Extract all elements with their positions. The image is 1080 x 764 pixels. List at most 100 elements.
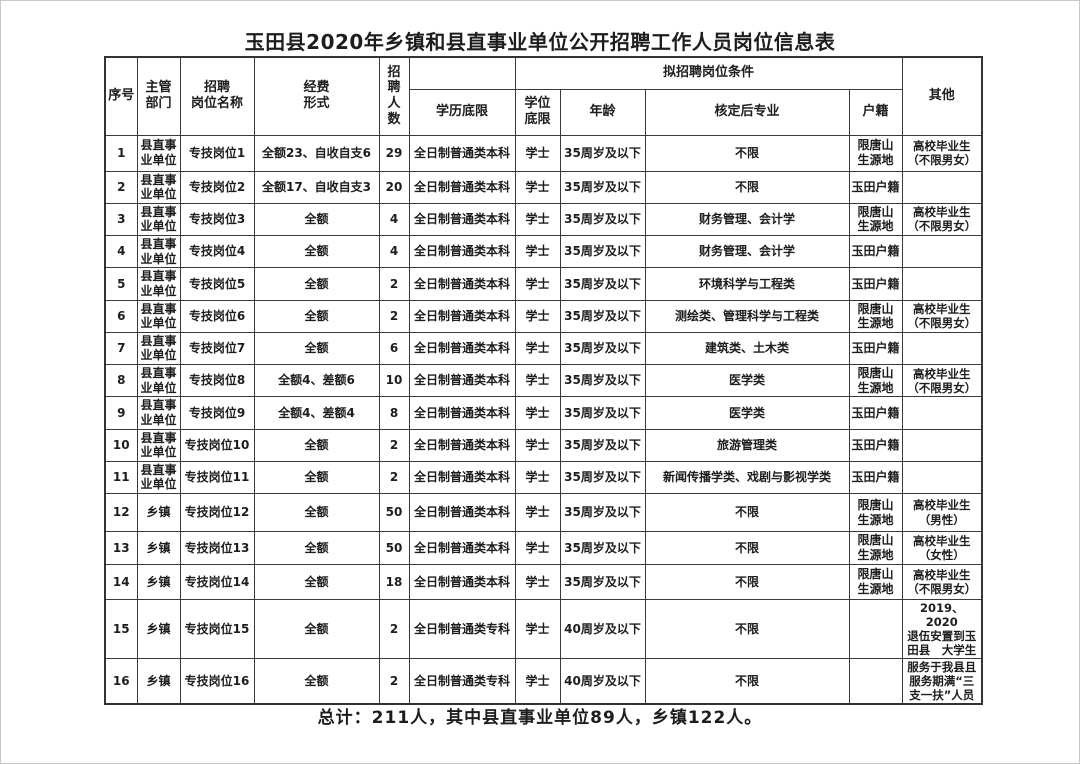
cell-department: 乡镇 [136, 598, 181, 660]
cell-age: 35周岁及以下 [559, 134, 646, 172]
cell-education: 全日制普通类专科 [408, 598, 516, 660]
cell-major: 财务管理、会计学 [644, 202, 850, 237]
table-row: 3 县直事业单位 专技岗位3 全额 4 全日制普通类本科 学士 35周岁及以下 财务管理、会计学… [104, 202, 983, 237]
cell-age: 35周岁及以下 [559, 202, 646, 237]
cell-post-name: 专技岗位10 [179, 428, 255, 462]
cell-major: 不限 [644, 531, 850, 565]
cell-department: 县直事业单位 [136, 299, 181, 333]
cell-row-number: 5 [104, 267, 138, 301]
cell-degree: 学士 [514, 564, 561, 600]
cell-education: 全日制普通类本科 [408, 531, 516, 565]
cell-other: 2019、2020 退伍安置到玉 田县 大学生 [901, 598, 983, 660]
cell-row-number: 10 [104, 428, 138, 462]
cell-household: 玉田户籍 [848, 460, 903, 495]
cell-education: 全日制普通类本科 [408, 331, 516, 366]
cell-household: 限唐山 生源地 [848, 564, 903, 600]
cell-department: 乡镇 [136, 658, 181, 705]
table-row: 9 县直事业单位 专技岗位9 全额4、差额4 8 全日制普通类本科 学士 35周岁及以下 医学类… [104, 396, 983, 430]
cell-household: 玉田户籍 [848, 170, 903, 204]
cell-department: 县直事业单位 [136, 234, 181, 269]
cell-education: 全日制普通类本科 [408, 363, 516, 398]
cell-age: 35周岁及以下 [559, 234, 646, 269]
cell-fund-type: 全额 [253, 598, 380, 660]
cell-post-name: 专技岗位9 [179, 396, 255, 430]
cell-post-name: 专技岗位15 [179, 598, 255, 660]
cell-education: 全日制普通类本科 [408, 170, 516, 204]
header-education: 学历底限 [408, 88, 516, 136]
table-row: 8 县直事业单位 专技岗位8 全额4、差额6 10 全日制普通类本科 学士 35周岁及以下 医学… [104, 363, 983, 398]
cell-post-name: 专技岗位7 [179, 331, 255, 366]
cell-education: 全日制普通类专科 [408, 658, 516, 705]
cell-other [901, 396, 983, 430]
cell-recruit-count: 20 [378, 170, 410, 204]
cell-recruit-count: 8 [378, 396, 410, 430]
header-serial: 序号 [104, 56, 138, 136]
cell-education: 全日制普通类本科 [408, 202, 516, 237]
table-header: 序号 主管 部门 招聘 岗位名称 经费 形式 招聘 人数 拟招聘岗位条件 其他 … [104, 56, 983, 136]
cell-other: 高校毕业生 （男性） [901, 493, 983, 532]
cell-education: 全日制普通类本科 [408, 396, 516, 430]
cell-education: 全日制普通类本科 [408, 460, 516, 495]
cell-age: 35周岁及以下 [559, 170, 646, 204]
table-row: 2 县直事业单位 专技岗位2 全额17、自收自支3 20 全日制普通类本科 学士 35周岁及以… [104, 170, 983, 204]
table-row: 5 县直事业单位 专技岗位5 全额 2 全日制普通类本科 学士 35周岁及以下 环境科学与工程类… [104, 267, 983, 301]
cell-age: 35周岁及以下 [559, 493, 646, 532]
cell-major: 建筑类、土木类 [644, 331, 850, 366]
cell-row-number: 4 [104, 234, 138, 269]
cell-degree: 学士 [514, 396, 561, 430]
cell-major: 财务管理、会计学 [644, 234, 850, 269]
cell-degree: 学士 [514, 658, 561, 705]
cell-major: 医学类 [644, 363, 850, 398]
cell-fund-type: 全额 [253, 202, 380, 237]
total-summary: 总计：211人，其中县直事业单位89人，乡镇122人。 [317, 708, 763, 728]
table-row: 10 县直事业单位 专技岗位10 全额 2 全日制普通类本科 学士 35周岁及以下 旅游管理类玉… [104, 428, 983, 462]
cell-degree: 学士 [514, 493, 561, 532]
cell-age: 35周岁及以下 [559, 331, 646, 366]
cell-degree: 学士 [514, 234, 561, 269]
cell-major: 不限 [644, 564, 850, 600]
cell-department: 县直事业单位 [136, 460, 181, 495]
cell-department: 县直事业单位 [136, 170, 181, 204]
cell-recruit-count: 2 [378, 598, 410, 660]
cell-other [901, 460, 983, 495]
cell-row-number: 15 [104, 598, 138, 660]
table-row: 16 乡镇 专技岗位16 全额 2 全日制普通类专科 学士 40周岁及以下 不限 服务于我县且 服… [104, 658, 983, 705]
cell-department: 乡镇 [136, 564, 181, 600]
cell-household: 限唐山 生源地 [848, 202, 903, 237]
cell-degree: 学士 [514, 267, 561, 301]
cell-other: 高校毕业生 （不限男女） [901, 202, 983, 237]
cell-department: 乡镇 [136, 493, 181, 532]
cell-degree: 学士 [514, 460, 561, 495]
cell-household: 玉田户籍 [848, 234, 903, 269]
cell-post-name: 专技岗位14 [179, 564, 255, 600]
cell-education: 全日制普通类本科 [408, 299, 516, 333]
cell-major: 不限 [644, 658, 850, 705]
cell-post-name: 专技岗位3 [179, 202, 255, 237]
cell-recruit-count: 2 [378, 658, 410, 705]
cell-recruit-count: 18 [378, 564, 410, 600]
cell-major: 新闻传播学类、戏剧与影视学类 [644, 460, 850, 495]
cell-other: 高校毕业生 （不限男女） [901, 299, 983, 333]
cell-row-number: 1 [104, 134, 138, 172]
page-title: 玉田县2020年乡镇和县直事业单位公开招聘工作人员岗位信息表 [244, 30, 836, 54]
cell-other: 高校毕业生 （不限男女） [901, 363, 983, 398]
cell-recruit-count: 10 [378, 363, 410, 398]
cell-degree: 学士 [514, 299, 561, 333]
cell-education: 全日制普通类本科 [408, 234, 516, 269]
cell-age: 35周岁及以下 [559, 428, 646, 462]
job-positions-table: 序号 主管 部门 招聘 岗位名称 经费 形式 招聘 人数 拟招聘岗位条件 其他 … [104, 56, 984, 706]
cell-fund-type: 全额4、差额4 [253, 396, 380, 430]
cell-age: 40周岁及以下 [559, 598, 646, 660]
cell-recruit-count: 4 [378, 234, 410, 269]
cell-household: 玉田户籍 [848, 267, 903, 301]
cell-fund-type: 全额 [253, 658, 380, 705]
cell-education: 全日制普通类本科 [408, 564, 516, 600]
cell-post-name: 专技岗位13 [179, 531, 255, 565]
table-row: 15 乡镇 专技岗位15 全额 2 全日制普通类专科 学士 40周岁及以下 不限 2019、202… [104, 598, 983, 660]
cell-recruit-count: 6 [378, 331, 410, 366]
header-row-bottom: 学历底限 学位 底限 年龄 核定后专业 户籍 [105, 88, 982, 136]
cell-major: 医学类 [644, 396, 850, 430]
cell-post-name: 专技岗位8 [179, 363, 255, 398]
cell-recruit-count: 2 [378, 460, 410, 495]
cell-age: 35周岁及以下 [559, 531, 646, 565]
